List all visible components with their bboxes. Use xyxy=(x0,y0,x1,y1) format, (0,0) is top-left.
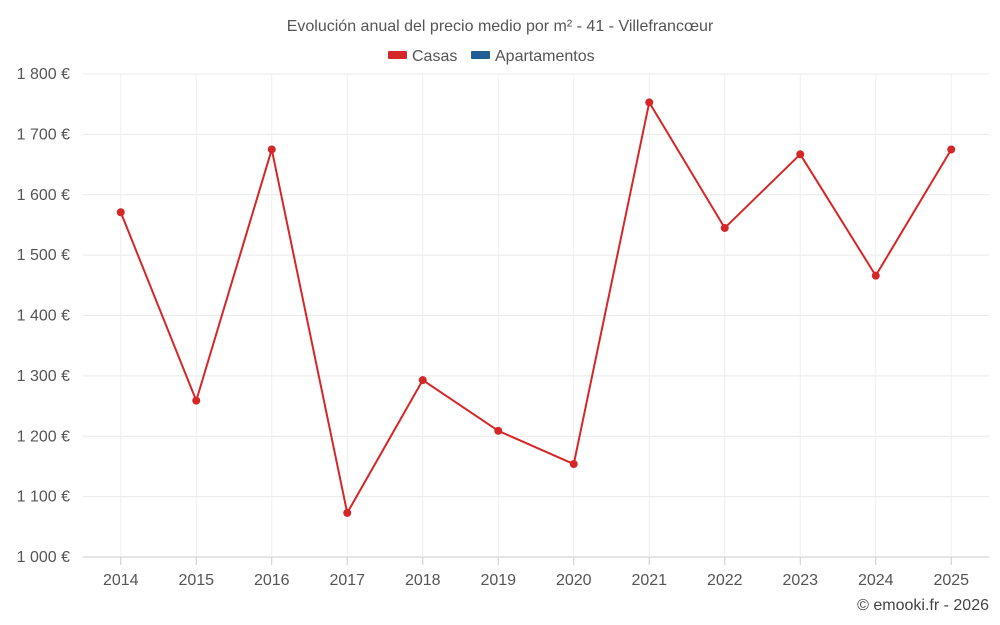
data-point-2025[interactable] xyxy=(947,145,956,154)
data-point-2022[interactable] xyxy=(720,223,729,232)
y-tick-label: 1 800 € xyxy=(17,66,70,83)
y-tick-label: 1 500 € xyxy=(17,247,70,264)
x-tick-label: 2025 xyxy=(933,572,969,589)
legend-label-apartamentos[interactable]: Apartamentos xyxy=(495,48,595,65)
y-tick-label: 1 300 € xyxy=(17,368,70,385)
legend-label-casas[interactable]: Casas xyxy=(412,48,457,65)
y-tick-label: 1 000 € xyxy=(17,549,70,566)
y-tick-label: 1 400 € xyxy=(17,308,70,325)
data-point-2018[interactable] xyxy=(418,376,427,385)
x-tick-label: 2021 xyxy=(631,572,667,589)
data-point-2014[interactable] xyxy=(116,208,125,217)
x-tick-label: 2024 xyxy=(858,572,894,589)
x-tick-label: 2014 xyxy=(103,572,139,589)
x-tick-label: 2019 xyxy=(480,572,516,589)
chart-title: Evolución anual del precio medio por m² … xyxy=(287,18,714,35)
series-line-casas xyxy=(119,101,953,514)
data-point-2023[interactable] xyxy=(796,150,805,159)
data-point-2024[interactable] xyxy=(871,271,880,280)
y-tick-label: 1 700 € xyxy=(17,126,70,143)
data-point-2021[interactable] xyxy=(645,98,654,107)
x-tick-label: 2020 xyxy=(556,572,592,589)
x-tick-label: 2015 xyxy=(178,572,214,589)
x-axis: 2014 2015 2016 2017 2018 2019 2020 2021 2022 2023… xyxy=(103,557,969,589)
x-tick-label: 2017 xyxy=(329,572,365,589)
x-tick-label: 2023 xyxy=(782,572,818,589)
data-point-2016[interactable] xyxy=(267,145,276,154)
x-tick-label: 2016 xyxy=(254,572,290,589)
legend-swatch-casas xyxy=(388,51,407,59)
data-point-2019[interactable] xyxy=(494,426,503,435)
y-tick-label: 1 100 € xyxy=(17,489,70,506)
series-casas xyxy=(116,98,956,517)
x-tick-label: 2022 xyxy=(707,572,743,589)
data-point-2017[interactable] xyxy=(343,508,352,517)
y-tick-label: 1 200 € xyxy=(17,428,70,445)
y-tick-label: 1 600 € xyxy=(17,187,70,204)
x-tick-label: 2018 xyxy=(405,572,441,589)
copyright-text: © emooki.fr - 2026 xyxy=(857,597,989,614)
data-point-2020[interactable] xyxy=(569,460,578,469)
y-axis: 1 000 € 1 100 € 1 200 € 1 300 € 1 400 € 1 500… xyxy=(17,66,70,566)
legend: Casas Apartamentos xyxy=(388,48,595,65)
data-point-2015[interactable] xyxy=(192,396,201,405)
legend-swatch-apartamentos xyxy=(471,51,490,59)
gridlines xyxy=(83,73,989,558)
